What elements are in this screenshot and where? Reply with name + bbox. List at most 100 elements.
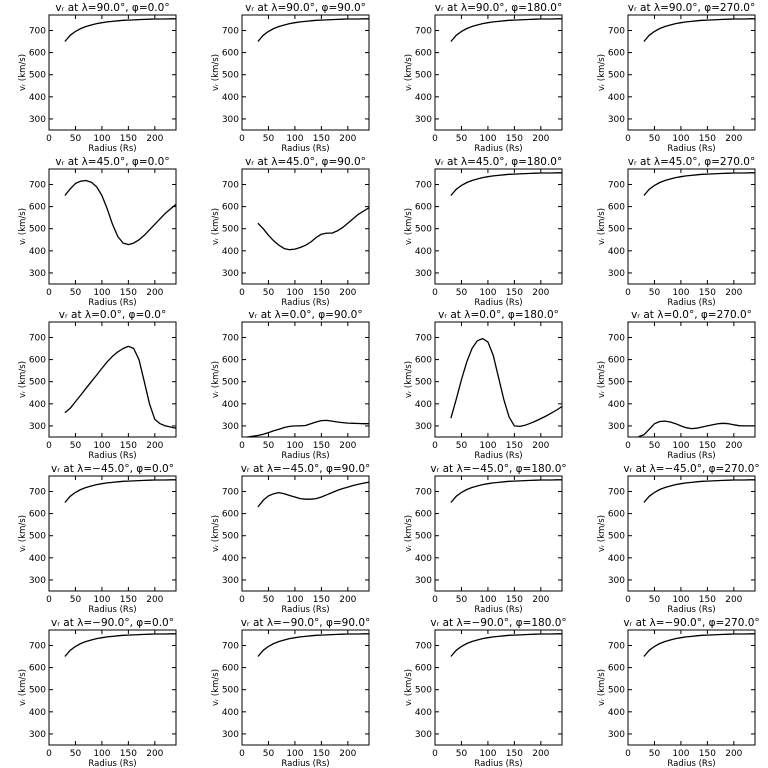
plot-frame <box>627 475 756 592</box>
y-axis-label: vᵣ (km/s) <box>404 54 414 91</box>
x-tick-label: 150 <box>699 595 716 605</box>
series-line <box>257 18 369 42</box>
y-tick-label: 400 <box>608 554 625 564</box>
plot-frame <box>627 629 756 746</box>
series-line <box>643 633 755 657</box>
x-tick-label: 200 <box>146 441 163 451</box>
y-tick-label: 700 <box>29 641 46 651</box>
chart-panel: vᵣ at λ=−45.0°, φ=180.0° 0 50 100 150 200 300 4… <box>404 463 567 615</box>
x-tick-label: 100 <box>479 595 496 605</box>
y-tick-label: 700 <box>608 180 625 190</box>
y-tick-label: 700 <box>222 180 239 190</box>
y-tick-label: 400 <box>608 247 625 257</box>
chart-panel: vᵣ at λ=45.0°, φ=0.0° 0 50 100 150 200 300 400 5… <box>18 156 177 308</box>
series-line <box>64 633 176 657</box>
chart-panel: vᵣ at λ=0.0°, φ=270.0° 0 50 100 150 200 300 400… <box>597 309 756 461</box>
series-line <box>247 419 369 438</box>
y-axis-label: vᵣ (km/s) <box>404 669 414 706</box>
x-axis-label: Radius (Rs) <box>474 298 522 308</box>
y-tick-label: 500 <box>29 686 46 696</box>
y-tick-label: 700 <box>222 333 239 343</box>
x-tick-label: 0 <box>239 134 245 144</box>
y-tick-label: 500 <box>29 71 46 81</box>
series-line <box>257 633 369 657</box>
y-tick-label: 700 <box>608 333 625 343</box>
x-tick-label: 200 <box>146 288 163 298</box>
y-tick-label: 600 <box>222 49 239 59</box>
plot-frame <box>627 14 756 131</box>
y-tick-label: 600 <box>415 49 432 59</box>
x-tick-label: 150 <box>699 441 716 451</box>
x-tick-label: 150 <box>506 595 523 605</box>
x-tick-label: 100 <box>93 441 110 451</box>
plot-frame <box>241 168 370 285</box>
y-tick-label: 700 <box>222 487 239 497</box>
y-tick-label: 600 <box>608 664 625 674</box>
y-tick-label: 700 <box>415 180 432 190</box>
x-tick-label: 150 <box>120 134 137 144</box>
y-tick-label: 500 <box>608 71 625 81</box>
plot-frame <box>48 14 177 131</box>
x-tick-label: 0 <box>46 595 52 605</box>
x-axis-label: Radius (Rs) <box>667 144 715 154</box>
x-tick-label: 50 <box>456 441 468 451</box>
x-tick-label: 0 <box>432 288 438 298</box>
x-tick-label: 50 <box>70 749 82 759</box>
x-tick-label: 150 <box>699 288 716 298</box>
x-tick-label: 0 <box>432 749 438 759</box>
chart-panel: vᵣ at λ=90.0°, φ=0.0° 0 50 100 150 200 300 400 5… <box>18 2 177 154</box>
y-tick-label: 500 <box>222 532 239 542</box>
chart-title: vᵣ at λ=90.0°, φ=270.0° <box>628 2 756 14</box>
chart-title: vᵣ at λ=90.0°, φ=90.0° <box>245 2 366 14</box>
y-tick-label: 500 <box>222 71 239 81</box>
y-tick-label: 700 <box>608 487 625 497</box>
chart-title: vᵣ at λ=−90.0°, φ=0.0° <box>51 617 174 629</box>
y-tick-label: 300 <box>222 576 239 586</box>
x-tick-label: 100 <box>93 749 110 759</box>
y-tick-label: 400 <box>29 93 46 103</box>
y-tick-label: 400 <box>222 400 239 410</box>
y-tick-label: 400 <box>29 708 46 718</box>
x-tick-label: 200 <box>725 288 742 298</box>
x-tick-label: 150 <box>120 441 137 451</box>
x-tick-label: 50 <box>456 749 468 759</box>
x-tick-label: 150 <box>313 749 330 759</box>
y-tick-label: 600 <box>608 203 625 213</box>
y-tick-label: 400 <box>29 400 46 410</box>
x-tick-label: 200 <box>532 134 549 144</box>
y-tick-label: 600 <box>222 510 239 520</box>
y-tick-label: 300 <box>29 115 46 125</box>
x-tick-label: 0 <box>46 288 52 298</box>
x-tick-label: 100 <box>672 288 689 298</box>
y-axis-label: vᵣ (km/s) <box>18 361 28 398</box>
series-line <box>450 18 562 42</box>
y-tick-label: 700 <box>29 26 46 36</box>
x-tick-label: 150 <box>506 288 523 298</box>
x-axis-label: Radius (Rs) <box>667 451 715 461</box>
x-tick-label: 0 <box>625 595 631 605</box>
y-tick-label: 300 <box>415 115 432 125</box>
chart-panel: vᵣ at λ=−90.0°, φ=0.0° 0 50 100 150 200 300 400… <box>18 617 177 768</box>
x-tick-label: 100 <box>286 441 303 451</box>
x-tick-label: 50 <box>649 134 661 144</box>
y-tick-label: 500 <box>608 225 625 235</box>
chart-title: vᵣ at λ=45.0°, φ=180.0° <box>435 156 563 168</box>
x-tick-label: 200 <box>532 441 549 451</box>
y-axis-label: vᵣ (km/s) <box>404 515 414 552</box>
y-tick-label: 300 <box>222 422 239 432</box>
y-tick-label: 400 <box>29 554 46 564</box>
x-tick-label: 150 <box>699 749 716 759</box>
x-axis-label: Radius (Rs) <box>281 144 329 154</box>
y-tick-label: 500 <box>222 686 239 696</box>
y-tick-label: 300 <box>608 576 625 586</box>
y-tick-label: 500 <box>222 225 239 235</box>
x-tick-label: 50 <box>70 134 82 144</box>
series-line <box>450 172 562 196</box>
chart-panel: vᵣ at λ=−90.0°, φ=180.0° 0 50 100 150 200 300 4… <box>404 617 567 768</box>
x-tick-label: 150 <box>506 749 523 759</box>
chart-panel: vᵣ at λ=−45.0°, φ=0.0° 0 50 100 150 200 300 400… <box>18 463 177 615</box>
chart-title: vᵣ at λ=−90.0°, φ=180.0° <box>430 617 566 629</box>
chart-title: vᵣ at λ=0.0°, φ=270.0° <box>631 309 752 321</box>
plot-frame <box>48 168 177 285</box>
y-tick-label: 400 <box>222 708 239 718</box>
